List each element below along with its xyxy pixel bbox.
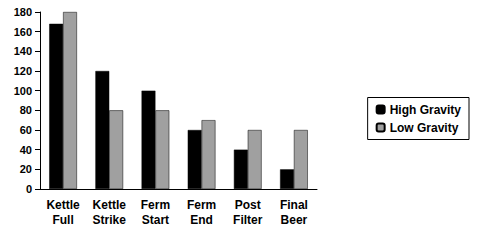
svg-text:Kettle: Kettle: [46, 198, 80, 212]
svg-text:20: 20: [20, 163, 32, 175]
svg-text:Strike: Strike: [93, 213, 127, 227]
svg-text:Start: Start: [142, 213, 169, 227]
svg-text:Beer: Beer: [281, 213, 308, 227]
svg-text:Low Gravity: Low Gravity: [390, 121, 459, 135]
svg-text:0: 0: [26, 183, 32, 195]
svg-text:Ferm: Ferm: [141, 198, 170, 212]
svg-text:120: 120: [14, 65, 32, 77]
svg-text:Ferm: Ferm: [187, 198, 216, 212]
svg-text:80: 80: [20, 104, 32, 116]
svg-text:High Gravity: High Gravity: [390, 103, 462, 117]
svg-text:Filter: Filter: [233, 213, 263, 227]
svg-text:Kettle: Kettle: [93, 198, 127, 212]
svg-text:160: 160: [14, 26, 32, 38]
svg-text:180: 180: [14, 6, 32, 18]
svg-text:Final: Final: [280, 198, 308, 212]
svg-text:100: 100: [14, 85, 32, 97]
svg-text:Post: Post: [235, 198, 261, 212]
svg-text:140: 140: [14, 45, 32, 57]
svg-text:40: 40: [20, 144, 32, 156]
svg-text:60: 60: [20, 124, 32, 136]
svg-text:Full: Full: [52, 213, 73, 227]
svg-text:End: End: [190, 213, 213, 227]
